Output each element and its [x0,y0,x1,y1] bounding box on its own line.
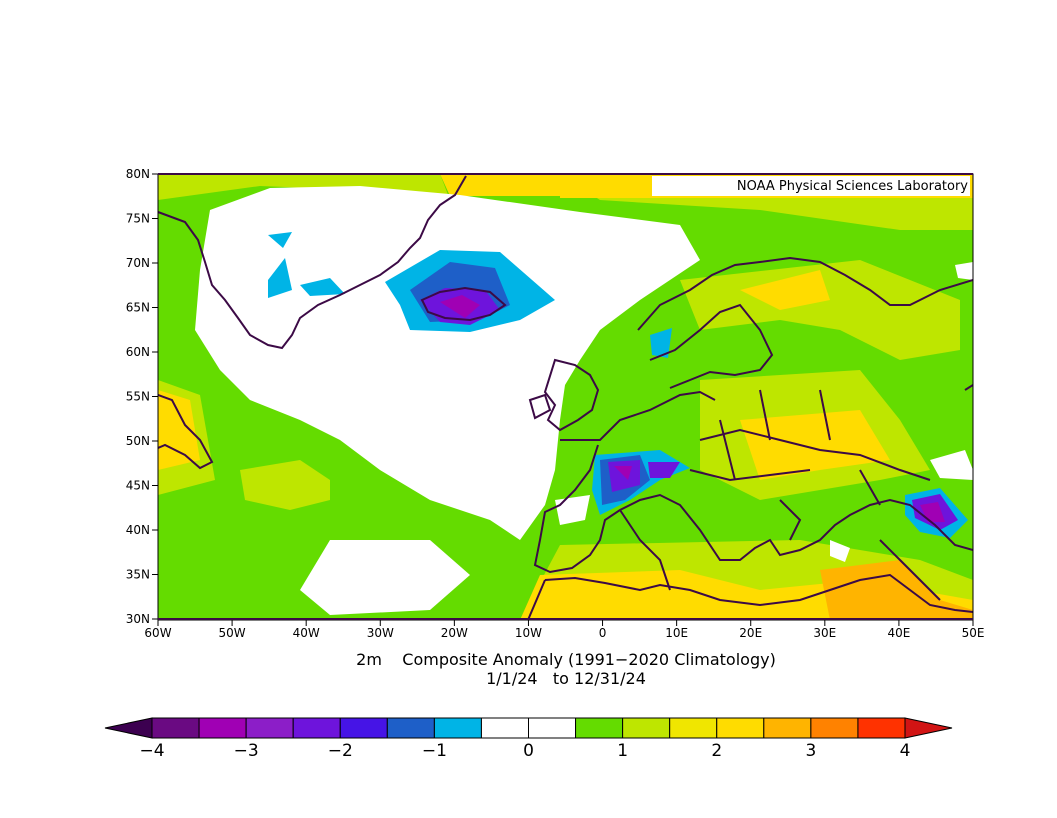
colorbar-segment [386,717,435,739]
credit-text: NOAA Physical Sciences Laboratory [737,179,968,194]
colorbar-over-arrow [904,717,953,739]
colorbar-segment [433,717,482,739]
lon-tick-label: 20W [441,626,468,640]
colorbar-segment [528,717,577,739]
colorbar-tick-label: 3 [805,741,816,761]
colorbar-tick-label: 2 [711,741,722,761]
lat-tick-label: 45N [126,479,150,493]
colorbar-tick-label: 4 [900,741,911,761]
colorbar-tick-label: 0 [523,741,534,761]
colorbar-segment [857,717,906,739]
colorbar-segment [716,717,765,739]
colorbar-segment [339,717,388,739]
colorbar-tick-label: −3 [234,741,259,761]
coastlines [158,175,973,620]
anomaly-field [158,174,973,620]
colorbar-tick-label: 1 [617,741,628,761]
lat-tick-label: 80N [126,167,150,181]
colorbar-under-arrow [104,717,153,739]
lon-tick-label: 10E [665,626,688,640]
lon-tick-label: 0 [599,626,607,640]
lat-tick-label: 75N [126,212,150,226]
lat-tick-label: 55N [126,390,150,404]
colorbar-segment [292,717,341,739]
colorbar-segment [245,717,294,739]
lat-tick-label: 40N [126,523,150,537]
colorbar-segment [622,717,671,739]
colorbar-segment [480,717,529,739]
caption-line-1: 2m Composite Anomaly (1991−2020 Climatol… [356,650,776,669]
colorbar: −4 −3 −2 −1 0 1 2 3 4 [104,717,953,761]
lon-tick-label: 20E [739,626,762,640]
lon-tick-label: 50W [219,626,246,640]
colorbar-tick-label: −1 [422,741,447,761]
lon-tick-label: 30W [367,626,394,640]
colorbar-tick-label: −4 [139,741,164,761]
colorbar-segment [151,717,200,739]
colorbar-segment [575,717,624,739]
colorbar-tick-label: −2 [328,741,353,761]
colorbar-segment [669,717,718,739]
colorbar-segment [810,717,859,739]
lat-tick-label: 70N [126,256,150,270]
lon-tick-label: 60W [144,626,171,640]
lon-tick-label: 50E [962,626,985,640]
lat-tick-label: 30N [126,612,150,626]
lon-tick-label: 40W [293,626,320,640]
colorbar-segment [198,717,247,739]
lon-tick-label: 30E [813,626,836,640]
colorbar-segment [763,717,812,739]
longitude-axis: 60W 50W 40W 30W 20W 10W 0 10E 20E 30E 40E 50E [144,620,984,640]
lon-tick-label: 40E [887,626,910,640]
lat-tick-label: 65N [126,301,150,315]
lat-tick-label: 35N [126,568,150,582]
credit-box [652,176,970,196]
lon-tick-label: 10W [515,626,542,640]
latitude-axis: 80N 75N 70N 65N 60N 55N 50N 45N 40N 35N 30N [126,167,158,626]
lat-tick-label: 50N [126,434,150,448]
lat-tick-label: 60N [126,345,150,359]
caption-line-2: 1/1/24 to 12/31/24 [486,669,646,688]
